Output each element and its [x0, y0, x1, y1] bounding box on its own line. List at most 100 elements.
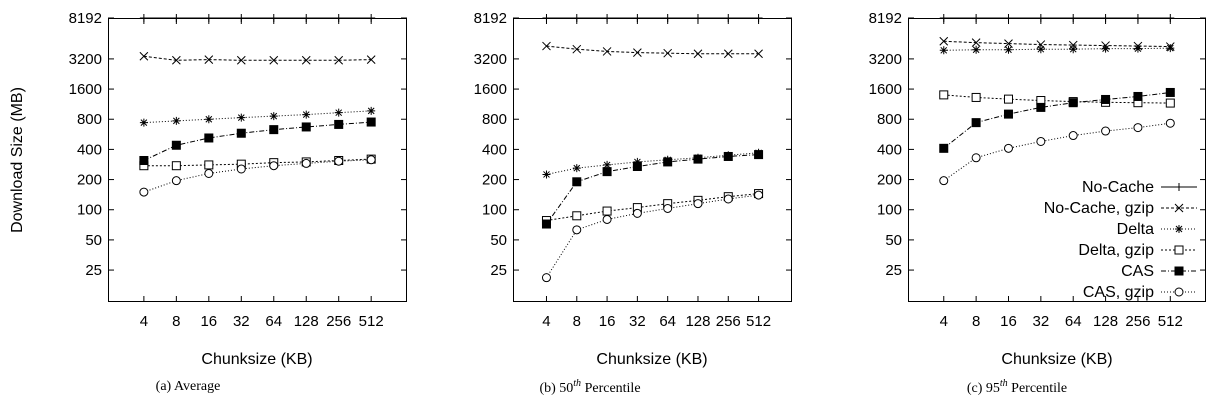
data-point	[754, 150, 764, 160]
data-point	[971, 92, 981, 102]
y-tick-label: 1600	[869, 81, 902, 98]
data-point	[572, 44, 582, 54]
series-line	[943, 40, 1171, 48]
data-point	[269, 161, 279, 171]
y-tick-label: 200	[877, 172, 902, 189]
series-line	[143, 158, 372, 167]
data-point	[754, 190, 764, 200]
x-tick-label: 256	[326, 313, 351, 330]
data-point	[939, 143, 949, 153]
y-tick-label: 1600	[474, 81, 507, 98]
legend-label: Delta	[1117, 221, 1154, 238]
y-tick-label: 400	[77, 141, 102, 158]
data-point	[693, 14, 702, 22]
data-point	[171, 55, 181, 65]
data-point	[663, 14, 672, 22]
data-point	[171, 176, 181, 186]
y-tick-label: 800	[77, 111, 102, 128]
data-point	[1004, 14, 1013, 22]
data-point	[366, 55, 376, 64]
data-point	[542, 41, 551, 51]
data-point	[301, 55, 311, 65]
series-line	[943, 94, 1171, 104]
data-point	[1165, 87, 1175, 97]
data-point	[633, 48, 642, 57]
data-point	[334, 55, 344, 65]
data-point	[1101, 14, 1110, 22]
data-point	[663, 203, 673, 213]
panel-c-plot: 25 50 100 200 400 800 1600 3200 8192 4 8 16 32 64 128 2…	[869, 10, 1206, 330]
data-point	[1133, 14, 1142, 22]
data-point	[939, 14, 948, 22]
data-point	[693, 199, 703, 209]
data-point	[334, 14, 343, 22]
data-point	[1003, 94, 1013, 104]
panel-a-xlabel: Chunksize (KB)	[201, 351, 312, 368]
data-point	[236, 128, 246, 138]
y-tick-label: 25	[885, 262, 902, 279]
data-point	[572, 211, 582, 221]
legend-marker	[1175, 183, 1183, 191]
y-tick-label: 8192	[869, 10, 902, 27]
data-point	[754, 14, 763, 22]
data-point	[972, 45, 981, 54]
legend-label: Delta, gzip	[1078, 242, 1154, 259]
panel-b: 25 50 100 200 400 800 1600 3200 8192 4 8 16 32 64 128 2…	[474, 10, 792, 396]
data-point	[269, 112, 278, 121]
data-point	[971, 153, 981, 163]
legend-label: No-Cache, gzip	[1044, 200, 1154, 217]
data-point	[1101, 44, 1110, 53]
panel-a-caption: (a) Average	[156, 379, 221, 394]
data-point	[204, 160, 214, 170]
data-point	[939, 46, 948, 55]
data-point	[633, 14, 642, 22]
data-point	[1068, 98, 1078, 108]
legend-marker	[1175, 225, 1183, 233]
x-tick-label: 16	[200, 313, 217, 330]
data-point	[971, 38, 981, 47]
data-point	[603, 14, 612, 22]
x-tick-label: 128	[1093, 313, 1118, 330]
y-tick-label: 3200	[69, 51, 102, 68]
data-point	[723, 194, 733, 204]
data-point	[334, 119, 344, 129]
y-tick-label: 100	[77, 202, 102, 219]
data-point	[572, 14, 581, 22]
data-point	[1036, 45, 1045, 54]
x-tick-label: 128	[685, 313, 710, 330]
data-point	[301, 122, 311, 132]
x-tick-label: 32	[233, 313, 250, 330]
data-point	[139, 51, 149, 61]
x-tick-label: 512	[359, 313, 384, 330]
data-point	[204, 55, 214, 64]
data-point	[1068, 40, 1078, 50]
series-line	[943, 122, 1171, 182]
data-point	[693, 154, 703, 164]
data-point	[971, 118, 981, 128]
data-point	[1036, 102, 1046, 112]
y-tick-label: 100	[482, 202, 507, 219]
data-point	[633, 157, 642, 166]
y-tick-label: 800	[877, 111, 902, 128]
data-point	[1101, 94, 1111, 104]
y-tick-label: 50	[885, 232, 902, 249]
x-tick-label: 8	[972, 313, 980, 330]
data-point	[632, 208, 642, 218]
data-point	[602, 206, 612, 216]
data-point	[663, 157, 673, 167]
data-point	[1165, 98, 1175, 108]
panel-b-caption: (b) 50th Percentile	[539, 378, 640, 396]
panel-b-xlabel: Chunksize (KB)	[596, 351, 707, 368]
data-point	[1133, 44, 1142, 53]
x-tick-label: 32	[1033, 313, 1050, 330]
y-tick-label: 3200	[474, 51, 507, 68]
x-tick-label: 4	[542, 313, 550, 330]
data-point	[139, 14, 148, 22]
data-point	[367, 14, 376, 22]
data-point	[939, 176, 949, 186]
legend-label: No-Cache	[1082, 179, 1154, 196]
data-point	[1133, 91, 1143, 101]
data-point	[1036, 14, 1045, 22]
data-point	[334, 156, 344, 166]
